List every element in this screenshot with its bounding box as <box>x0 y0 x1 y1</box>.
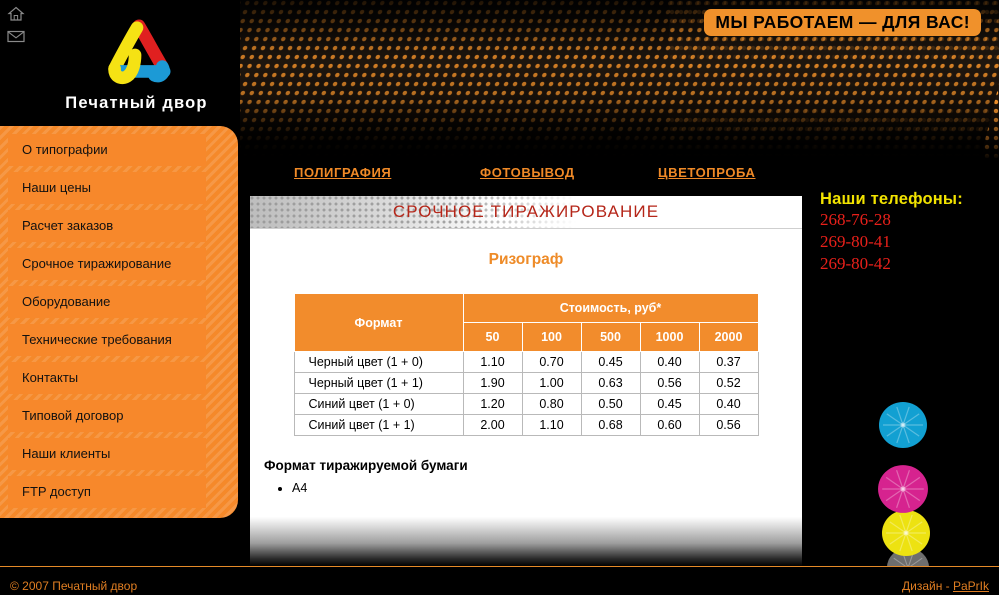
sidebar-item-label: Расчет заказов <box>22 218 114 233</box>
phone-number-2: 269-80-42 <box>820 253 891 273</box>
sidebar-item-label: Технические требования <box>22 332 172 347</box>
table-row: Черный цвет (1 + 1) 1.90 1.00 0.63 0.56 0.52 <box>293 372 759 394</box>
page-footer: © 2007 Печатный двор Дизайн - PaPrIk <box>0 567 999 595</box>
sidebar-item-2[interactable]: Расчет заказов <box>8 210 206 242</box>
table-header-row-1: Формат Стоимость, руб* <box>293 293 759 352</box>
sidebar-item-7[interactable]: Типовой договор <box>8 400 206 432</box>
page-title-bar: СРОЧНОЕ ТИРАЖИРОВАНИЕ <box>250 196 802 229</box>
section-title: Ризограф <box>488 251 564 268</box>
header-qty-50: 50 <box>462 322 523 352</box>
tab-полиграфия[interactable]: ПОЛИГРАФИЯ <box>294 165 392 180</box>
sidebar-item-6[interactable]: Контакты <box>8 362 206 394</box>
price-table-head: Формат Стоимость, руб* 50 100 500 1000 2000 <box>293 293 759 352</box>
design-link[interactable]: PaPrIk <box>952 579 989 593</box>
sidebar-item-label: Срочное тиражирование <box>22 256 172 271</box>
price-cell: 0.56 <box>698 414 759 436</box>
price-cell: 0.45 <box>639 393 700 415</box>
mail-icon[interactable] <box>7 30 25 45</box>
phone-number-1: 269-80-41 <box>820 231 891 251</box>
sidebar-nav: О типографии Наши цены Расчет заказов Срочн… <box>0 126 238 518</box>
price-cell: 0.80 <box>521 393 582 415</box>
sidebar-item-0[interactable]: О типографии <box>8 134 206 166</box>
tab-цветопроба[interactable]: ЦВЕТОПРОБА <box>658 165 756 180</box>
sidebar-item-9[interactable]: FTP доступ <box>8 476 206 508</box>
logo-mark-icon <box>107 19 171 85</box>
phone-number-0: 268-76-28 <box>820 210 891 229</box>
price-cell: 0.68 <box>580 414 641 436</box>
utility-icon-bar <box>7 6 33 54</box>
price-cell: 0.50 <box>580 393 641 415</box>
sidebar-item-label: Наши цены <box>22 180 91 195</box>
tab-фотовывод[interactable]: ФОТОВЫВОД <box>480 165 575 180</box>
price-cell: 1.90 <box>462 372 523 394</box>
paper-format-heading: Формат тиражируемой бумаги <box>264 458 468 473</box>
price-cell: 1.20 <box>462 393 523 415</box>
citrus-cyan-icon <box>874 400 932 450</box>
content-panel: СРОЧНОЕ ТИРАЖИРОВАНИЕ Ризограф Формат Ст… <box>250 196 802 546</box>
price-cell: 0.40 <box>639 351 700 373</box>
header-qty-100: 100 <box>521 322 582 352</box>
table-row: Черный цвет (1 + 0) 1.10 0.70 0.45 0.40 0.37 <box>293 351 759 373</box>
page-title: СРОЧНОЕ ТИРАЖИРОВАНИЕ <box>392 202 660 221</box>
header-qty-500: 500 <box>580 322 641 352</box>
sidebar-item-label: Оборудование <box>22 294 111 309</box>
price-cell: 2.00 <box>462 414 523 436</box>
footer-design-credit: Дизайн - PaPrIk <box>902 579 989 593</box>
sidebar-item-label: Контакты <box>22 370 79 385</box>
price-cell: 0.52 <box>698 372 759 394</box>
price-cell: 1.10 <box>521 414 582 436</box>
price-cell: 0.45 <box>580 351 641 373</box>
design-prefix: Дизайн - <box>901 579 953 593</box>
price-cell: 0.60 <box>639 414 700 436</box>
sidebar-item-label: О типографии <box>22 142 108 157</box>
price-table: Формат Стоимость, руб* 50 100 500 1000 2000 … <box>293 293 759 436</box>
paper-format-list: А4 <box>264 481 802 495</box>
header-format: Формат <box>293 293 464 352</box>
row-label: Черный цвет (1 + 0) <box>293 351 464 373</box>
header-qty-2000: 2000 <box>698 322 759 352</box>
header-qty-1000: 1000 <box>639 322 700 352</box>
home-icon[interactable] <box>7 6 25 21</box>
title-bar-gradient <box>459 196 802 228</box>
phone-number-list: 268-76-28 269-80-41 269-80-42 <box>820 209 963 274</box>
table-row: Синий цвет (1 + 1) 2.00 1.10 0.68 0.60 0.56 <box>293 414 759 436</box>
logo-text: Печатный двор <box>65 94 208 112</box>
content-panel-fade <box>250 506 802 566</box>
citrus-magenta-icon <box>872 463 934 515</box>
sidebar-item-3[interactable]: Срочное тиражирование <box>8 248 206 280</box>
sidebar-item-5[interactable]: Технические требования <box>8 324 206 356</box>
footer-divider <box>0 566 999 567</box>
list-item: А4 <box>292 481 802 495</box>
price-cell: 1.10 <box>462 351 523 373</box>
price-cell: 0.70 <box>521 351 582 373</box>
row-label: Синий цвет (1 + 0) <box>293 393 464 415</box>
paper-format-block: Формат тиражируемой бумаги А4 <box>264 458 802 495</box>
sidebar-item-label: Типовой договор <box>22 408 124 423</box>
price-cell: 0.37 <box>698 351 759 373</box>
slogan-badge: МЫ РАБОТАЕМ — ДЛЯ ВАС! <box>704 9 981 37</box>
price-table-body: Черный цвет (1 + 0) 1.10 0.70 0.45 0.40 0.37 Ч… <box>293 351 759 436</box>
table-header-row-2: 50 100 500 1000 2000 <box>294 322 759 352</box>
footer-copyright: © 2007 Печатный двор <box>10 579 138 593</box>
price-cell: 1.00 <box>521 372 582 394</box>
sidebar-item-label: Наши клиенты <box>22 446 111 461</box>
price-cell: 0.63 <box>580 372 641 394</box>
price-cell: 0.40 <box>698 393 759 415</box>
citrus-yellow-icon <box>876 508 936 558</box>
site-logo[interactable]: Печатный двор <box>44 18 229 113</box>
section-tabs: ПОЛИГРАФИЯ ФОТОВЫВОД ЦВЕТОПРОБА <box>250 165 850 187</box>
sidebar-item-label: FTP доступ <box>22 484 91 499</box>
sidebar-item-1[interactable]: Наши цены <box>8 172 206 204</box>
price-cell: 0.56 <box>639 372 700 394</box>
sidebar-item-4[interactable]: Оборудование <box>8 286 206 318</box>
table-row: Синий цвет (1 + 0) 1.20 0.80 0.50 0.45 0.40 <box>293 393 759 415</box>
row-label: Черный цвет (1 + 1) <box>293 372 464 394</box>
phones-heading: Наши телефоны: <box>820 190 963 208</box>
sidebar-item-8[interactable]: Наши клиенты <box>8 438 206 470</box>
header-cost: Стоимость, руб* <box>462 293 759 323</box>
contacts-phones: Наши телефоны: 268-76-28 269-80-41 269-80-… <box>820 190 963 274</box>
row-label: Синий цвет (1 + 1) <box>293 414 464 436</box>
